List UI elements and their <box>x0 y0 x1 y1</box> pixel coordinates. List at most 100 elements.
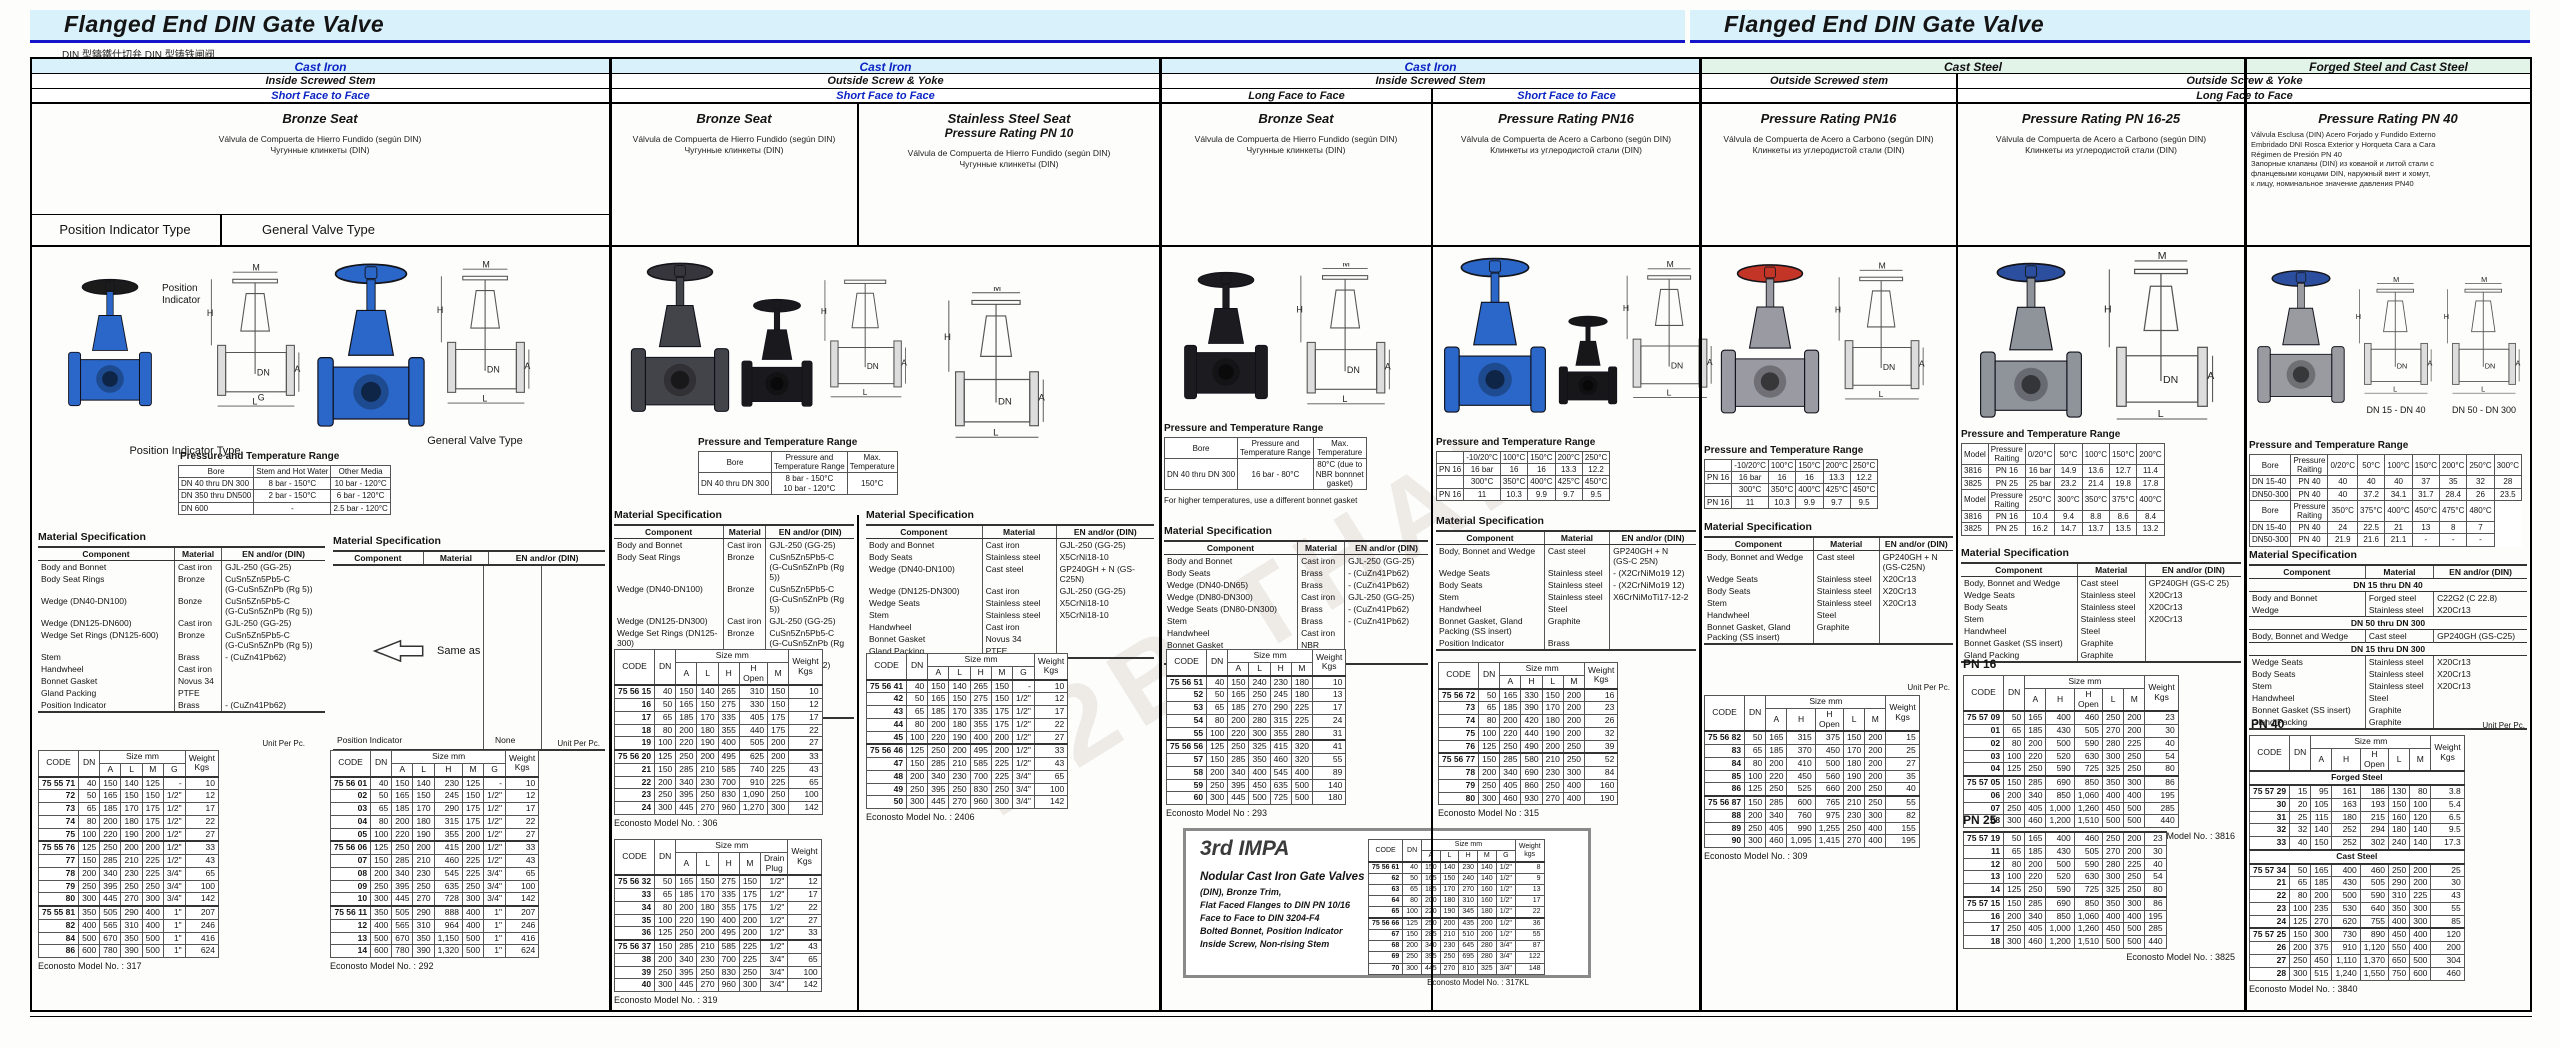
svg-text:H: H <box>821 307 827 316</box>
unit-per-pc: Unit Per Pc. <box>557 739 600 748</box>
valve-drawing: M H DN A L <box>2103 251 2221 431</box>
border-left <box>30 57 32 1010</box>
header-stem-2: Outside Screw & Yoke <box>610 74 1160 89</box>
svg-text:A: A <box>295 364 301 374</box>
material-spec-table: Component Material EN and/or (DIN) Body and… <box>38 546 325 713</box>
size-table-319: CODE DN Size mm Weight Kgs A L H M Drain Plug 75 56… <box>613 839 852 993</box>
pressure-range-table: Bore Pressure Raiting 0/20°C 50°C 100°C 150°C 2… <box>2248 453 2527 547</box>
svg-text:M: M <box>1342 263 1350 269</box>
valve-images: M H DN A L DN 15 - DN 40 M H DN A L DN 50 - DN 300 <box>2253 257 2525 419</box>
page-title-right: Flanged End DIN Gate Valve <box>1724 11 2045 37</box>
valve-photo <box>312 255 430 439</box>
pressure-range-title: Pressure and Temperature Range <box>1704 445 1864 456</box>
svg-text:A: A <box>2427 358 2432 367</box>
header-cast-iron-3: Cast Iron <box>1160 57 1700 74</box>
column-pn16-short-face: Pressure Rating PN16 Válvula de Compuert… <box>1432 104 1713 1010</box>
pressure-range-table: -10/20°C 100°C 150°C 200°C 250°C PN 16 16 bar 1… <box>1435 450 1694 501</box>
model-no: Econosto Model No. : 317KL <box>1427 977 1529 987</box>
material-spec-title: Material Specification <box>2249 549 2357 561</box>
unit-per-pc: Unit Per Pc. <box>2482 721 2525 730</box>
caption-general-valve-type: General Valve Type <box>427 435 523 447</box>
model-no: Econosto Model No. : 2406 <box>866 812 975 823</box>
svg-text:A: A <box>2515 358 2520 367</box>
gate-valve-photo <box>1980 262 2082 418</box>
material-spec: Component Material EN and/or (DIN) Body, Bo… <box>1704 536 1953 645</box>
svg-text:M: M <box>2393 275 2399 284</box>
svg-text:A: A <box>1385 361 1391 371</box>
gate-valve-drawing: M H DN A L <box>437 259 531 404</box>
model-no: Econosto Model No. : 309 <box>1704 851 1808 862</box>
header-face-3: Long Face to Face <box>1160 89 1432 104</box>
pressure-table: Bore Stem and Hot Water Other Media DN 40 t… <box>177 464 391 515</box>
gate-valve-photo <box>2257 270 2345 403</box>
position-indicator-none-row: Position Indicator None <box>337 735 516 745</box>
size-table: 75 57 19 50 165 400 460 250 200 23 11 65 185 430 505… <box>1962 830 2167 949</box>
valve-images: H DN A L <box>626 253 912 425</box>
valve-photo <box>1716 253 1824 428</box>
border-right <box>2530 57 2532 1010</box>
material-spec-table: Component Material EN and/or (DIN) Body and… <box>1164 540 1428 665</box>
svg-text:L: L <box>993 427 999 438</box>
size-table: CODE DN Size mm Weight Kgs A H H Open L M Forged St… <box>2248 735 2465 981</box>
model-no: Econosto Model No. : 3825 <box>2126 951 2235 962</box>
valve-drawing: M H DN A G L <box>206 255 306 425</box>
svg-text:L: L <box>863 388 868 397</box>
gate-valve-photo <box>1444 257 1546 413</box>
material-spec-title: Material Specification <box>614 509 722 521</box>
valve-photo <box>1556 309 1620 413</box>
gate-valve-drawing: M H DN A L <box>2356 275 2433 394</box>
svg-text:M: M <box>993 287 1001 294</box>
material-spec: Component Material EN and/or (DIN) Body and… <box>38 546 325 713</box>
size-table: CODE DN Size mm Weight Kgs A L H M G 75 56 41 40 150… <box>865 652 1069 810</box>
divider-5 <box>1699 57 1702 1010</box>
pressure-range-title: Pressure and Temperature Range <box>1961 429 2121 440</box>
svg-text:H: H <box>944 332 951 343</box>
header-cast-iron-2: Cast Iron <box>610 57 1160 74</box>
valve-photo <box>626 253 734 425</box>
product-title: Pressure Rating PN 40 <box>2318 111 2458 126</box>
divider-7 <box>2244 57 2247 1010</box>
svg-text:DN: DN <box>1671 360 1683 370</box>
svg-text:A: A <box>1707 357 1713 367</box>
size-table: CODE DN Size mm Weight Kgs A L M G 75 55 71 40 150 1… <box>37 749 220 959</box>
gate-valve-drawing: M H DN A L <box>1623 259 1713 398</box>
svg-text:M: M <box>483 259 490 269</box>
valve-drawing: M H DN A L <box>938 287 1056 445</box>
model-no: Econosto Model No : 315 <box>1438 808 1540 819</box>
svg-text:DN: DN <box>2163 374 2178 386</box>
unit-per-pc: Unit Per Pc. <box>262 739 305 748</box>
svg-text:H: H <box>207 308 213 318</box>
svg-text:DN: DN <box>257 368 270 378</box>
pressure-table: -10/20°C 100°C 150°C 200°C 250°C PN 16 16 bar 1… <box>1703 458 1879 509</box>
column-pn16-25: Pressure Rating PN 16-25 Válvula de Comp… <box>1957 104 2245 1010</box>
size-table-292: CODE DN Size mm Weight Kgs A L H M G 75 56 01 40 150… <box>329 749 605 959</box>
material-spec-table: Component Material EN and/or (DIN) Body, Bo… <box>1704 536 1953 645</box>
header-cast-steel: Cast Steel <box>1700 57 2245 74</box>
divider-6 <box>1956 74 1958 1010</box>
valve-images: M H DN A L <box>1716 253 1930 428</box>
column-stainless-seat-pn10: Stainless Steel Seat Pressure Rating PN … <box>858 104 1160 1010</box>
svg-text:L: L <box>2481 385 2485 394</box>
product-desc: Válvula de Compuerta de Acero a Carbono … <box>1723 134 1934 156</box>
header-cast-iron-1: Cast Iron <box>30 57 610 74</box>
header-face-5 <box>1700 89 1957 104</box>
product-desc: Válvula de Compuerta de Acero a Carbono … <box>1460 134 1672 156</box>
size-table: CODE DN Size mm Weight Kgs A H H Open L M 75 56 82 5… <box>1703 695 1920 849</box>
gate-valve-drawing: M H DN A L <box>1835 261 1925 400</box>
column-pn16-cast-steel: Pressure Rating PN16 Válvula de Compuert… <box>1700 104 1957 1010</box>
product-desc: Válvula de Compuerta de Hierro Fundido (… <box>632 134 836 156</box>
svg-text:DN: DN <box>2485 361 2496 370</box>
pn16-label: PN 16 <box>1963 657 1997 671</box>
svg-text:DN: DN <box>1883 362 1895 372</box>
border-bottom <box>30 1010 2532 1017</box>
type-general-valve: General Valve Type <box>262 222 375 237</box>
gate-valve-drawing: M H DN A L <box>2444 275 2521 394</box>
svg-text:A: A <box>1919 358 1925 368</box>
product-desc: Válvula Esclusa (DIN) Acero Forjado y Fu… <box>2251 130 2436 188</box>
valve-photo <box>1180 263 1272 411</box>
model-no: Econosto Model No. : 3816 <box>2126 831 2235 842</box>
pn40-label: PN 40 <box>2251 717 2285 731</box>
header-stem-3: Inside Screwed Stem <box>1160 74 1700 89</box>
